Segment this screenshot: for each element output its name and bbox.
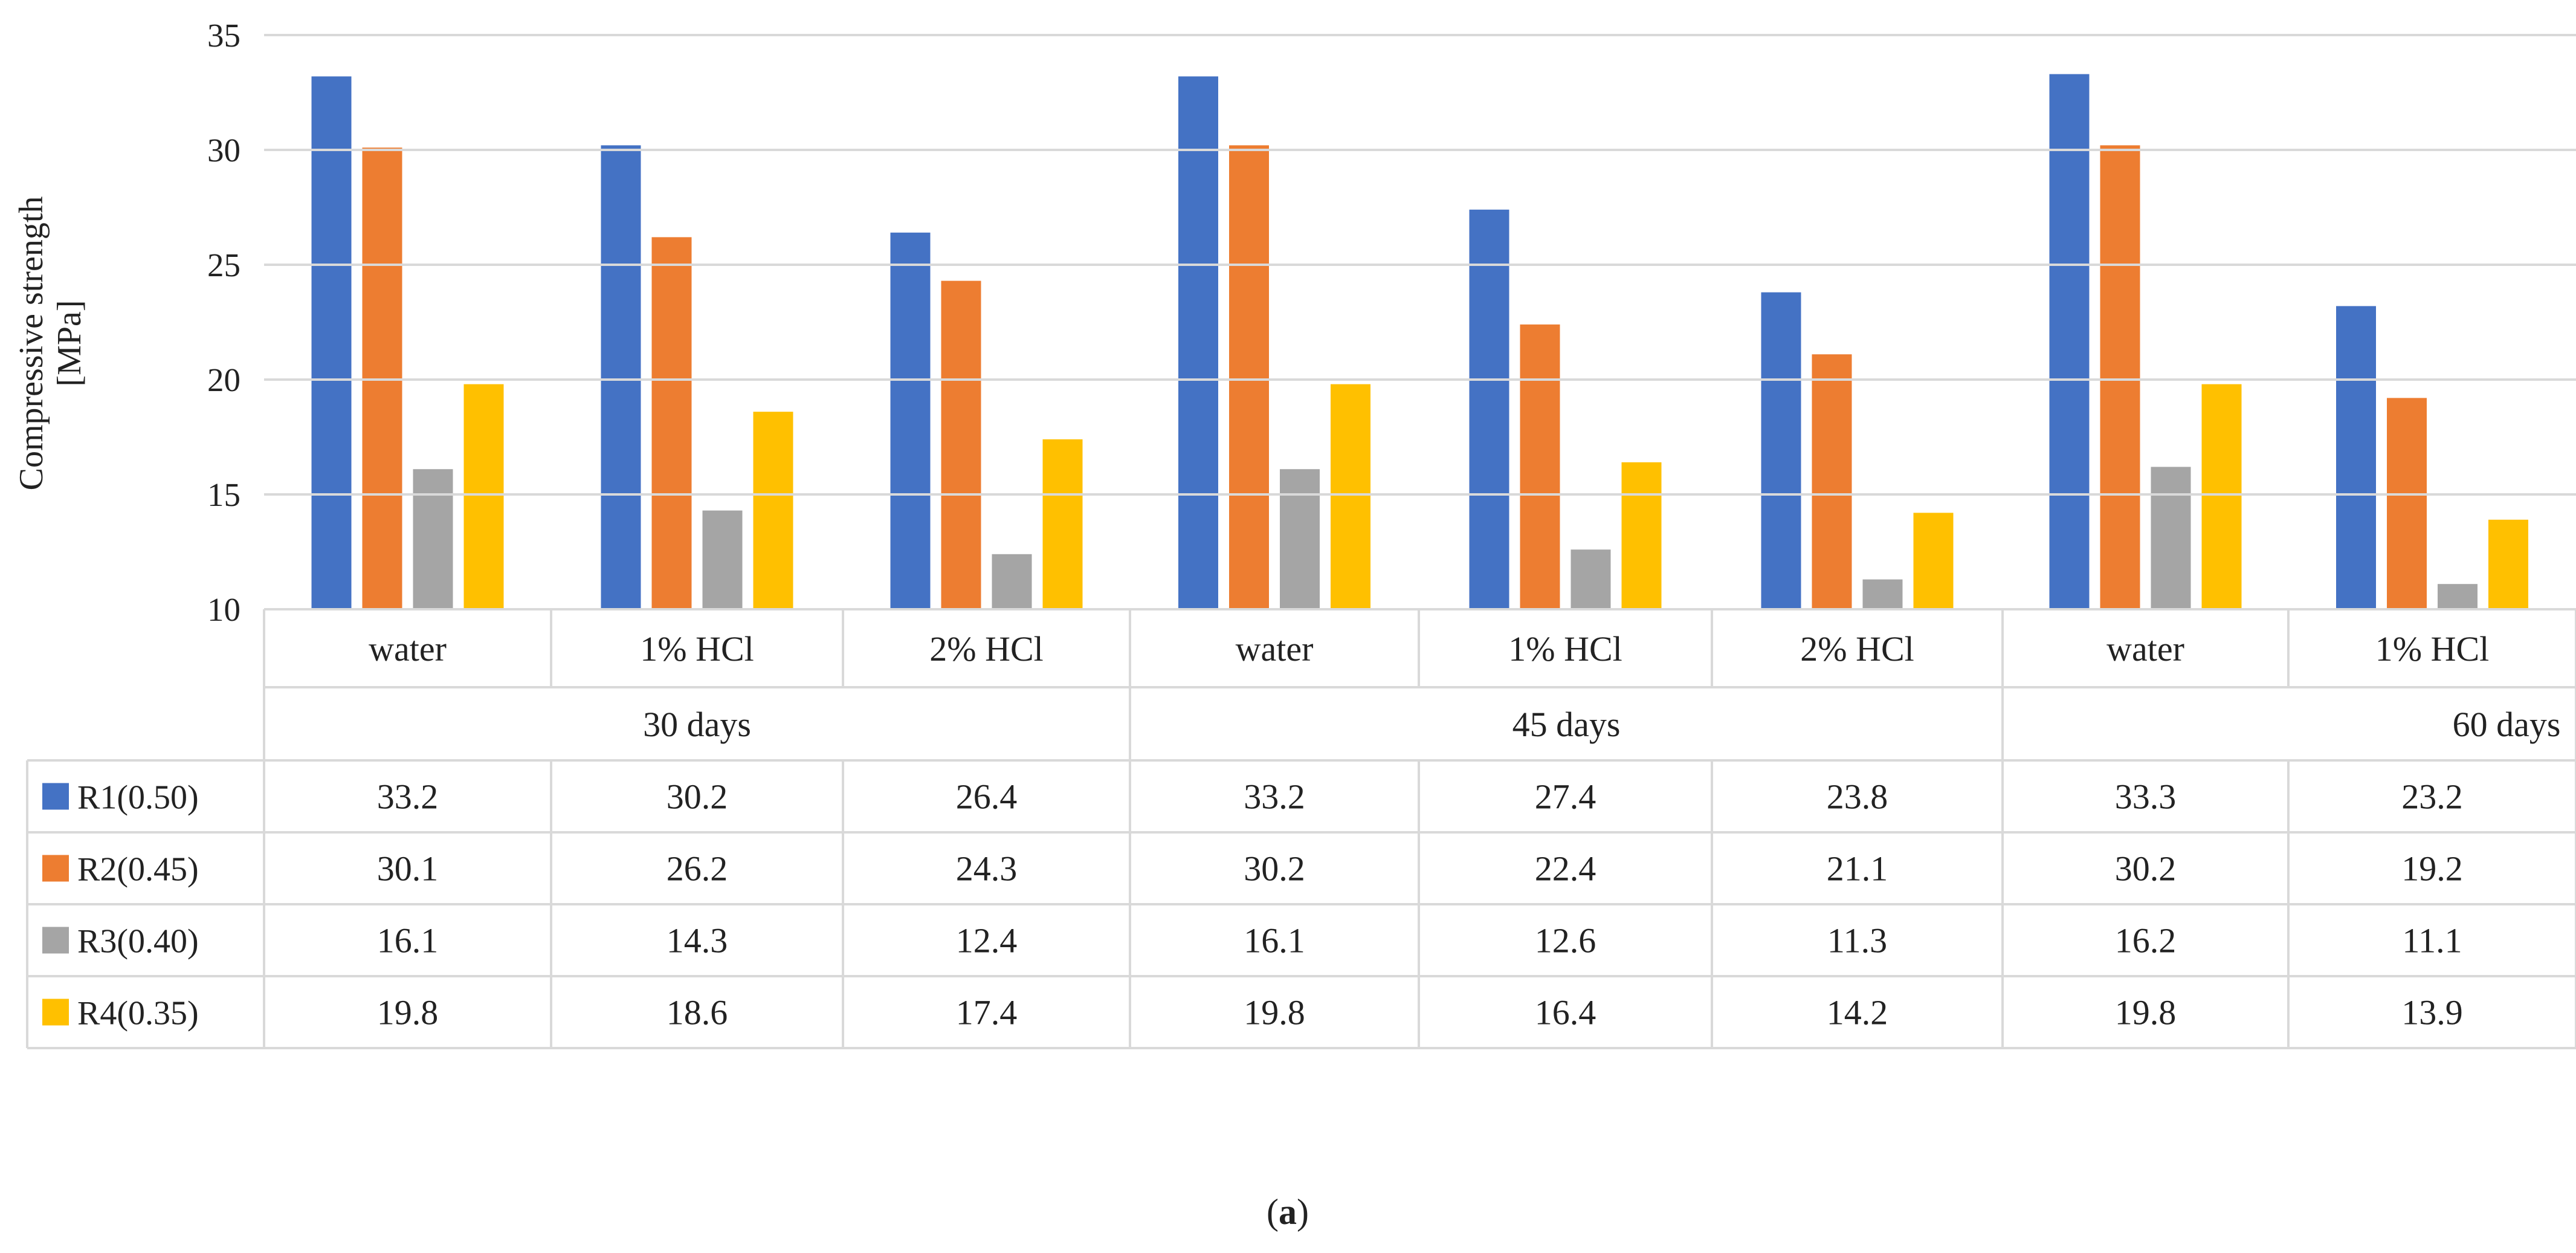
- caption-open: (: [1267, 1192, 1279, 1232]
- table-cell: 27.4: [1535, 777, 1596, 817]
- bar: [1178, 76, 1218, 609]
- y-axis-title-line2: [MPa]: [51, 300, 88, 386]
- bar: [1761, 292, 1801, 610]
- table-cell: 16.1: [1244, 921, 1305, 960]
- bar: [1331, 384, 1370, 609]
- bar: [1570, 549, 1611, 609]
- y-axis-title-line1: Compressive strength: [13, 196, 50, 491]
- bar: [311, 76, 352, 609]
- table-cell: 33.2: [1244, 777, 1305, 817]
- group-label: 60 days: [2453, 705, 2561, 744]
- bar: [753, 412, 793, 609]
- bar: [1469, 209, 1509, 609]
- y-axis: 10 15 20 25 30 35: [207, 17, 2576, 628]
- table-cell: 16.4: [1535, 993, 1596, 1032]
- bar: [2100, 145, 2140, 609]
- legend-key: [42, 927, 69, 954]
- bar: [1280, 469, 1320, 609]
- category-label: 2% HCl: [1800, 629, 1914, 669]
- table-cell: 23.8: [1827, 777, 1888, 817]
- table-cell: 30.2: [2115, 849, 2177, 889]
- y-tick-label: 30: [207, 132, 240, 169]
- table-cell: 33.3: [2115, 777, 2177, 817]
- bar: [1862, 579, 1903, 609]
- bar: [2438, 584, 2478, 609]
- bar: [651, 237, 692, 609]
- table-cell: 14.2: [1827, 993, 1888, 1032]
- y-tick-label: 10: [207, 591, 240, 628]
- table-cell: 30.2: [1244, 849, 1305, 889]
- table-cell: 19.8: [377, 993, 439, 1032]
- group-label: 45 days: [1512, 705, 1621, 744]
- bar: [1042, 439, 1083, 609]
- table-cell: 19.2: [2401, 849, 2463, 889]
- table-cell: 24.3: [956, 849, 1018, 889]
- table-cell: 16.1: [377, 921, 439, 960]
- table-cell: 22.4: [1535, 849, 1596, 889]
- series-label: R3(0.40): [77, 923, 199, 960]
- table-cell: 12.6: [1535, 921, 1596, 960]
- table-cell: 19.8: [2115, 993, 2177, 1032]
- group-label: 30 days: [643, 705, 751, 744]
- bar: [1812, 354, 1852, 609]
- table-cell: 26.4: [956, 777, 1018, 817]
- bar: [601, 145, 641, 609]
- table-cell: 30.2: [667, 777, 728, 817]
- bar: [2201, 384, 2242, 609]
- legend-key: [42, 783, 69, 810]
- bar: [992, 554, 1032, 609]
- legend-key: [42, 999, 69, 1026]
- bar: [1520, 324, 1560, 609]
- table-cell: 11.3: [1827, 921, 1887, 960]
- category-label: 2% HCl: [929, 629, 1044, 669]
- table-cell: 19.8: [1244, 993, 1305, 1032]
- bar: [1229, 145, 1269, 609]
- caption-close: ): [1297, 1192, 1309, 1232]
- bar: [2336, 306, 2376, 609]
- bar: [2387, 398, 2427, 609]
- y-axis-title: Compressive strength [MPa]: [13, 196, 88, 491]
- bar: [2049, 74, 2090, 610]
- category-label: 1% HCl: [1508, 629, 1622, 669]
- bar: [413, 469, 453, 609]
- y-tick-label: 15: [207, 476, 240, 513]
- category-label: water: [2106, 629, 2184, 669]
- table-cell: 23.2: [2401, 777, 2463, 817]
- bar: [941, 280, 981, 610]
- table-cell: 14.3: [667, 921, 728, 960]
- caption-letter: a: [1279, 1192, 1297, 1232]
- table-cell: 26.2: [667, 849, 728, 889]
- series-label: R4(0.35): [77, 995, 199, 1032]
- table-cell: 30.1: [377, 849, 439, 889]
- table-cell: 33.2: [377, 777, 439, 817]
- y-tick-label: 20: [207, 361, 240, 398]
- series-label: R1(0.50): [77, 779, 199, 817]
- category-label: water: [1236, 629, 1314, 669]
- bar: [2488, 519, 2528, 609]
- figure-caption: (a): [1267, 1192, 1309, 1232]
- table-cell: 18.6: [667, 993, 728, 1032]
- y-tick-label: 35: [207, 17, 240, 54]
- plot-area: [311, 74, 2528, 610]
- category-label: 1% HCl: [2375, 629, 2490, 669]
- category-label: 1% HCl: [640, 629, 754, 669]
- bar: [1621, 462, 1662, 609]
- category-label: water: [369, 629, 447, 669]
- y-tick-label: 25: [207, 247, 240, 283]
- table-cell: 21.1: [1827, 849, 1888, 889]
- bar: [463, 384, 504, 609]
- bar: [2151, 467, 2191, 609]
- table-cell: 11.1: [2402, 921, 2462, 960]
- bar: [702, 510, 743, 609]
- legend-key: [42, 855, 69, 882]
- table-cell: 16.2: [2115, 921, 2177, 960]
- series-label: R2(0.45): [77, 851, 199, 889]
- table-cell: 13.9: [2401, 993, 2463, 1032]
- data-table: water 1% HCl 2% HCl water 1% HCl 2% HCl water 1…: [26, 609, 2576, 1049]
- bar: [890, 232, 931, 609]
- table-cell: 17.4: [956, 993, 1018, 1032]
- table-cell: 12.4: [956, 921, 1018, 960]
- bar: [1913, 513, 1954, 609]
